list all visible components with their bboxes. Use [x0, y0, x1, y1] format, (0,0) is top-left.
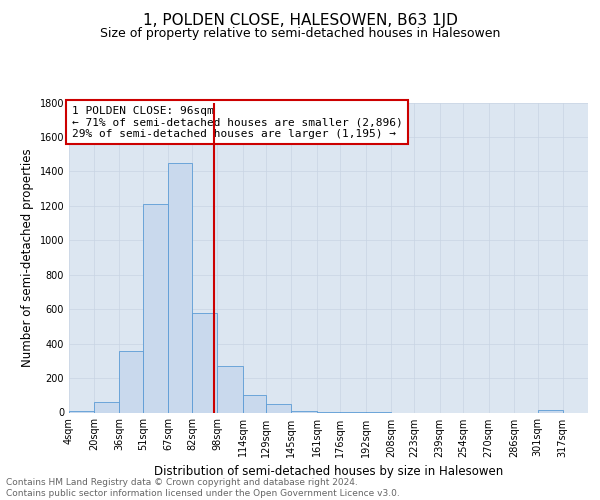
- Y-axis label: Number of semi-detached properties: Number of semi-detached properties: [21, 148, 34, 367]
- Bar: [192, 314, 217, 412]
- Bar: [538, 410, 563, 412]
- Bar: [292, 411, 317, 412]
- Bar: [217, 366, 242, 412]
- Bar: [169, 163, 192, 412]
- Text: Contains HM Land Registry data © Crown copyright and database right 2024.
Contai: Contains HM Land Registry data © Crown c…: [6, 478, 400, 498]
- Bar: [266, 404, 292, 412]
- Text: Size of property relative to semi-detached houses in Halesowen: Size of property relative to semi-detach…: [100, 28, 500, 40]
- Bar: [242, 396, 266, 412]
- Text: 1, POLDEN CLOSE, HALESOWEN, B63 1JD: 1, POLDEN CLOSE, HALESOWEN, B63 1JD: [143, 12, 457, 28]
- Bar: [119, 350, 143, 412]
- Bar: [143, 204, 169, 412]
- X-axis label: Distribution of semi-detached houses by size in Halesowen: Distribution of semi-detached houses by …: [154, 465, 503, 478]
- Bar: [69, 411, 94, 412]
- Bar: [94, 402, 119, 412]
- Text: 1 POLDEN CLOSE: 96sqm
← 71% of semi-detached houses are smaller (2,896)
29% of s: 1 POLDEN CLOSE: 96sqm ← 71% of semi-deta…: [71, 106, 403, 139]
